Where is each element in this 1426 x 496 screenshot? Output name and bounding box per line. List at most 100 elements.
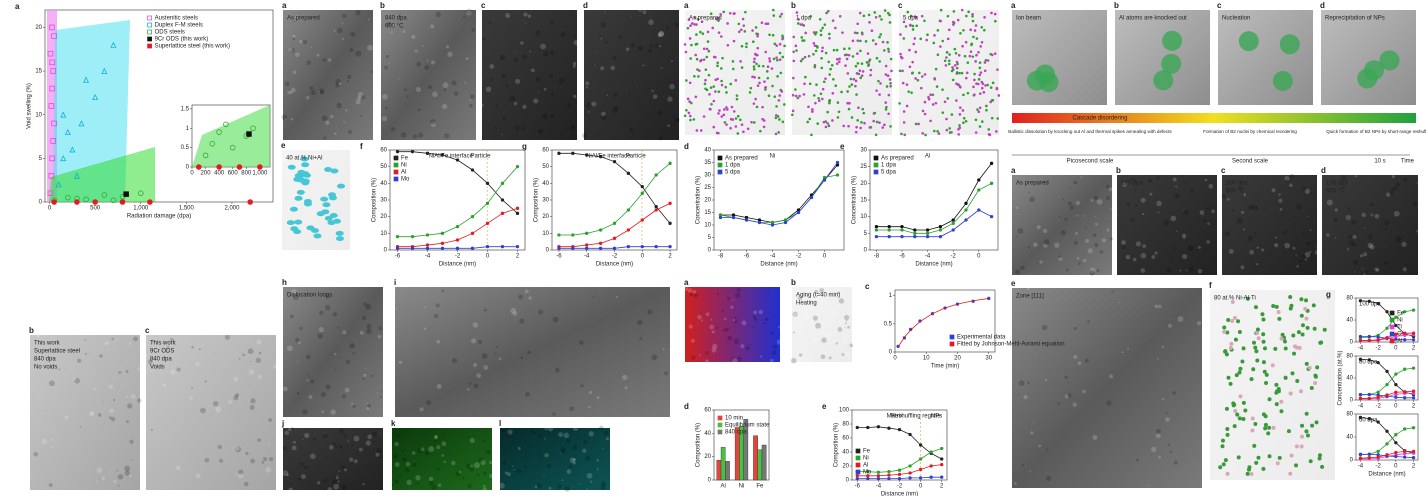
timeline-note: Ballistic dissolution by knocking out Al… bbox=[1008, 129, 1172, 134]
atom bbox=[878, 93, 881, 96]
texture bbox=[296, 466, 299, 469]
image-label: This work bbox=[34, 341, 61, 347]
atom bbox=[794, 88, 797, 91]
texture bbox=[1228, 248, 1234, 254]
legend-label: 5 dpa bbox=[881, 170, 897, 176]
image-label: Aging (t=40 min) bbox=[796, 293, 840, 299]
atom bbox=[902, 121, 906, 124]
texture bbox=[554, 453, 556, 456]
texture bbox=[1345, 214, 1351, 221]
legend-label: Mo bbox=[863, 470, 872, 476]
texture bbox=[835, 339, 838, 341]
texture bbox=[1151, 255, 1156, 259]
texture bbox=[442, 434, 445, 436]
legend-label: Equilibrium state bbox=[725, 423, 770, 429]
texture bbox=[835, 342, 839, 345]
texture bbox=[308, 395, 313, 400]
texture bbox=[1384, 227, 1388, 231]
x-tick-label: -4 bbox=[425, 254, 431, 260]
texture bbox=[1352, 234, 1357, 240]
texture bbox=[1161, 345, 1164, 349]
atom bbox=[914, 50, 918, 54]
atom bbox=[904, 25, 908, 28]
texture bbox=[365, 303, 372, 310]
texture bbox=[242, 353, 245, 357]
texture bbox=[375, 452, 380, 457]
panel-letter: c bbox=[1221, 166, 1226, 175]
y-tick-label: 20 bbox=[842, 464, 849, 470]
texture bbox=[469, 467, 474, 472]
point bbox=[925, 231, 930, 235]
texture bbox=[1359, 254, 1364, 258]
texture bbox=[568, 464, 573, 469]
texture bbox=[1314, 250, 1320, 255]
atom bbox=[814, 49, 818, 53]
cluster bbox=[1026, 70, 1047, 91]
atom bbox=[975, 82, 978, 85]
atom bbox=[744, 10, 747, 14]
atom bbox=[717, 19, 720, 22]
atom bbox=[766, 22, 770, 26]
np bbox=[1224, 352, 1229, 357]
y-tick-label: 0.5 bbox=[181, 145, 190, 151]
texture bbox=[1163, 220, 1169, 226]
texture bbox=[312, 437, 317, 441]
x-tick-label: 2 bbox=[668, 254, 672, 260]
atom bbox=[854, 84, 857, 88]
texture bbox=[291, 289, 297, 295]
texture bbox=[570, 124, 576, 130]
texture bbox=[351, 403, 354, 406]
point bbox=[654, 205, 658, 209]
atom bbox=[857, 106, 860, 110]
texture bbox=[538, 309, 544, 315]
texture bbox=[355, 50, 362, 57]
atom bbox=[778, 15, 782, 18]
atom bbox=[726, 108, 729, 111]
x-axis-label: Distance (nm) bbox=[760, 262, 797, 268]
atom bbox=[874, 133, 878, 137]
texture bbox=[726, 296, 731, 301]
atom bbox=[709, 86, 713, 89]
texture bbox=[602, 447, 604, 450]
texture bbox=[700, 311, 702, 314]
texture bbox=[320, 392, 326, 398]
panel-letter: e bbox=[281, 141, 286, 150]
texture bbox=[101, 400, 104, 403]
np bbox=[1276, 309, 1281, 314]
atom bbox=[754, 97, 757, 101]
atom bbox=[704, 68, 708, 71]
y-tick-label: 40 bbox=[704, 431, 711, 437]
point bbox=[101, 67, 108, 74]
y-tick-label: 20 bbox=[380, 214, 387, 220]
atom bbox=[954, 51, 958, 55]
point bbox=[585, 153, 589, 157]
np bbox=[1241, 346, 1246, 351]
y-tick-label: 0 bbox=[708, 478, 712, 484]
texture bbox=[292, 294, 299, 301]
atom bbox=[684, 50, 688, 54]
texture bbox=[642, 10, 647, 15]
np bbox=[1240, 359, 1245, 364]
texture bbox=[390, 31, 393, 34]
texture bbox=[1046, 475, 1052, 482]
isosurface bbox=[320, 196, 329, 202]
point bbox=[123, 191, 129, 197]
atom bbox=[923, 73, 927, 76]
atom bbox=[720, 83, 724, 87]
y-tick-label: 60 bbox=[704, 408, 711, 414]
texture bbox=[325, 120, 330, 125]
texture bbox=[625, 47, 630, 51]
atom bbox=[742, 130, 745, 134]
texture bbox=[1021, 463, 1025, 467]
texture bbox=[1386, 192, 1391, 197]
texture bbox=[1118, 301, 1120, 303]
texture bbox=[1043, 239, 1050, 246]
texture bbox=[453, 91, 459, 96]
texture bbox=[629, 127, 634, 132]
texture bbox=[398, 474, 402, 477]
legend-swatch bbox=[949, 334, 955, 340]
atom bbox=[887, 47, 890, 51]
legend-swatch bbox=[1389, 324, 1395, 330]
texture bbox=[1109, 374, 1114, 379]
panel-letter: i bbox=[394, 278, 396, 287]
